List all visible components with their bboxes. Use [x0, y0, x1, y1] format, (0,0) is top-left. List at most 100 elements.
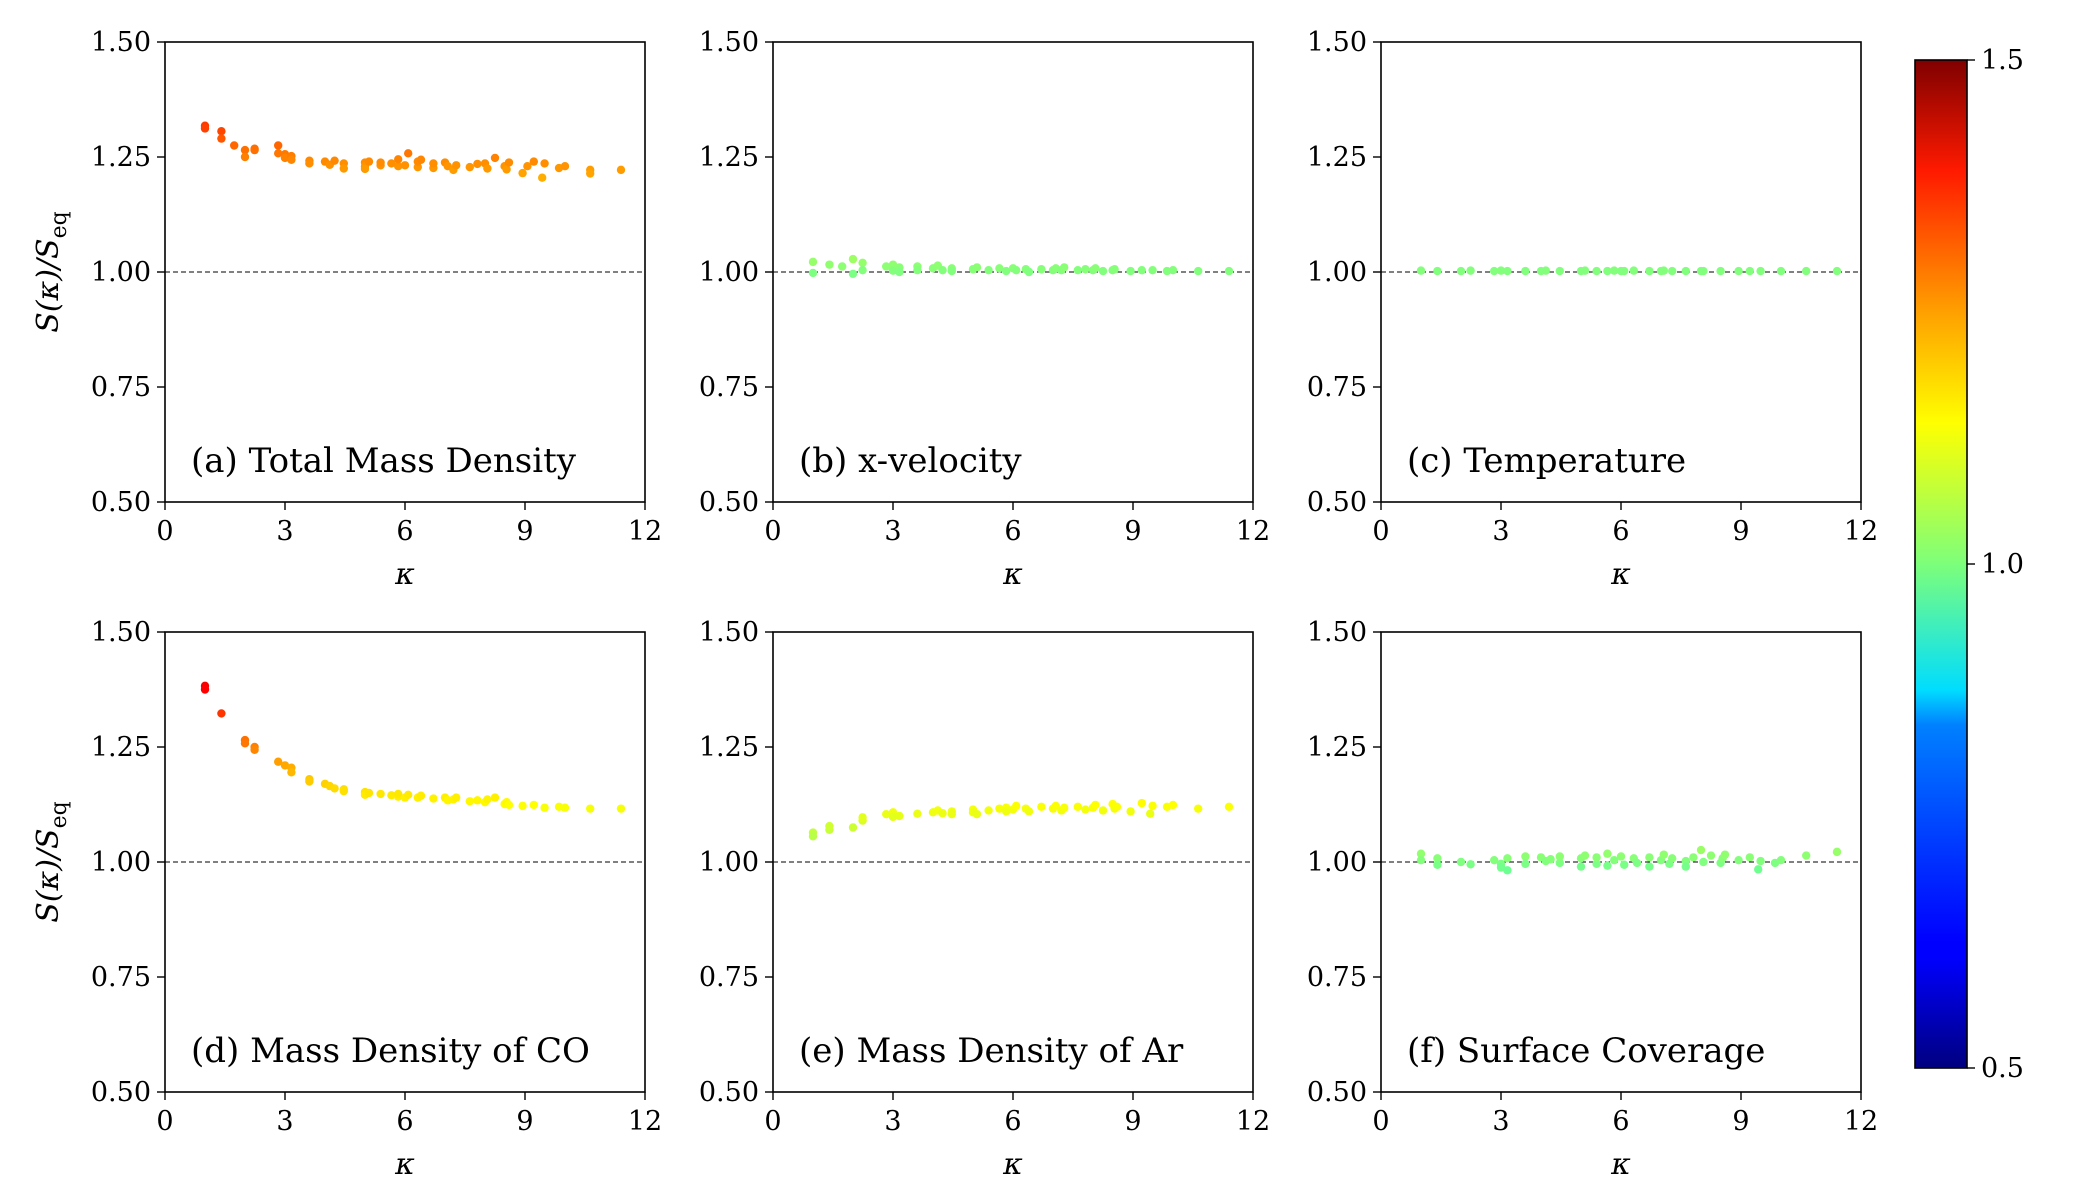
data-point: [518, 801, 527, 811]
x-axis-title: κ: [1002, 1147, 1023, 1182]
data-point: [1110, 265, 1119, 274]
panel-2: 0 3 6 9 12 0.50 0.75 1.00 1.25 1.50 κ (b) x-velocit…: [699, 27, 1270, 592]
data-point: [1681, 862, 1691, 871]
data-point: [1645, 853, 1654, 862]
x-tick-label: 6: [1612, 516, 1629, 547]
data-point: [1576, 862, 1586, 871]
data-point: [1592, 853, 1601, 862]
data-point: [404, 149, 413, 158]
data-point: [1699, 857, 1708, 867]
y-tick-label: 0.50: [699, 487, 759, 518]
data-point: [1416, 266, 1426, 275]
data-point: [1645, 266, 1654, 276]
data-point: [895, 267, 904, 277]
colorbar-tick-label: 1.0: [1981, 549, 2024, 580]
data-point: [858, 258, 867, 267]
x-tick-label: 3: [884, 1106, 901, 1137]
data-point: [838, 262, 847, 271]
data-point: [1620, 860, 1629, 869]
data-point: [1645, 862, 1654, 871]
data-point: [274, 149, 283, 158]
data-point: [1433, 266, 1442, 276]
x-tick-label: 9: [1732, 516, 1749, 547]
data-point: [1224, 266, 1234, 276]
data-point: [1620, 266, 1629, 276]
data-point: [888, 260, 898, 269]
data-point: [888, 812, 898, 822]
data-point: [280, 153, 290, 163]
panel-label: (d) Mass Density of CO: [191, 1031, 590, 1071]
data-point: [616, 804, 626, 813]
y-tick-label: 0.50: [1307, 1077, 1367, 1108]
data-point: [1466, 860, 1475, 869]
data-point: [504, 800, 514, 810]
data-point: [1832, 847, 1842, 857]
data-point: [1603, 861, 1612, 870]
data-point: [888, 266, 898, 275]
data-point: [230, 141, 239, 150]
data-point: [1012, 801, 1021, 811]
data-point: [825, 821, 834, 831]
x-tick-label: 0: [156, 516, 173, 547]
y-tick-label: 1.00: [1307, 847, 1367, 878]
data-point: [502, 165, 511, 174]
y-axis-title-sub: eq: [47, 801, 72, 828]
data-point: [1416, 855, 1426, 865]
data-point: [984, 806, 993, 815]
data-point: [913, 265, 922, 275]
x-tick-label: 6: [1004, 1106, 1021, 1137]
data-point: [1416, 849, 1426, 858]
panel-1: 0 3 6 9 12 0.50 0.75 1.00 1.25 1.50 κ S(κ)/Seq (a) T…: [31, 27, 662, 592]
panel-label: (b) x-velocity: [799, 441, 1022, 481]
data-point: [452, 161, 461, 170]
data-point: [1592, 859, 1601, 869]
data-point: [490, 153, 500, 163]
data-point: [217, 709, 226, 718]
data-point: [394, 162, 403, 171]
data-point: [287, 768, 296, 777]
data-point: [1490, 855, 1499, 865]
x-axis-title: κ: [394, 1147, 415, 1182]
data-point: [995, 264, 1004, 273]
data-point: [416, 155, 426, 164]
data-point: [586, 169, 595, 178]
data-point: [1126, 807, 1135, 816]
data-point: [1002, 266, 1011, 276]
x-tick-label: 12: [1844, 1106, 1878, 1137]
data-point: [560, 803, 570, 812]
data-point: [1490, 266, 1499, 276]
data-point: [1668, 854, 1677, 863]
x-tick-label: 12: [628, 516, 662, 547]
data-point: [1503, 266, 1512, 276]
data-point: [538, 173, 547, 182]
data-point: [913, 809, 922, 818]
data-point: [1603, 266, 1612, 276]
y-tick-label: 1.25: [1307, 732, 1367, 763]
data-point: [1091, 264, 1100, 273]
data-point: [1503, 866, 1512, 875]
data-point: [808, 268, 818, 278]
x-axis-title: κ: [1002, 557, 1023, 592]
data-point: [1689, 853, 1698, 862]
data-point: [1496, 266, 1506, 275]
data-point: [1060, 263, 1069, 272]
colorbar: 1.5 1.0 0.5: [1914, 45, 2024, 1084]
data-point: [1699, 266, 1708, 276]
data-point: [1756, 266, 1765, 276]
y-tick-label: 0.75: [1307, 372, 1367, 403]
data-point: [1168, 265, 1178, 275]
data-point: [387, 791, 396, 800]
data-point: [1073, 802, 1083, 811]
data-point: [1194, 266, 1203, 276]
data-point: [1580, 266, 1590, 275]
y-axis-title: S(κ)/Seq: [31, 801, 72, 922]
data-point: [1081, 265, 1090, 274]
data-point: [529, 157, 538, 166]
y-tick-label: 0.50: [1307, 487, 1367, 518]
data-point: [882, 809, 891, 819]
data-point: [394, 789, 403, 799]
y-axis-title-sub: eq: [47, 211, 72, 238]
data-point: [1745, 853, 1755, 862]
data-point: [364, 157, 374, 166]
